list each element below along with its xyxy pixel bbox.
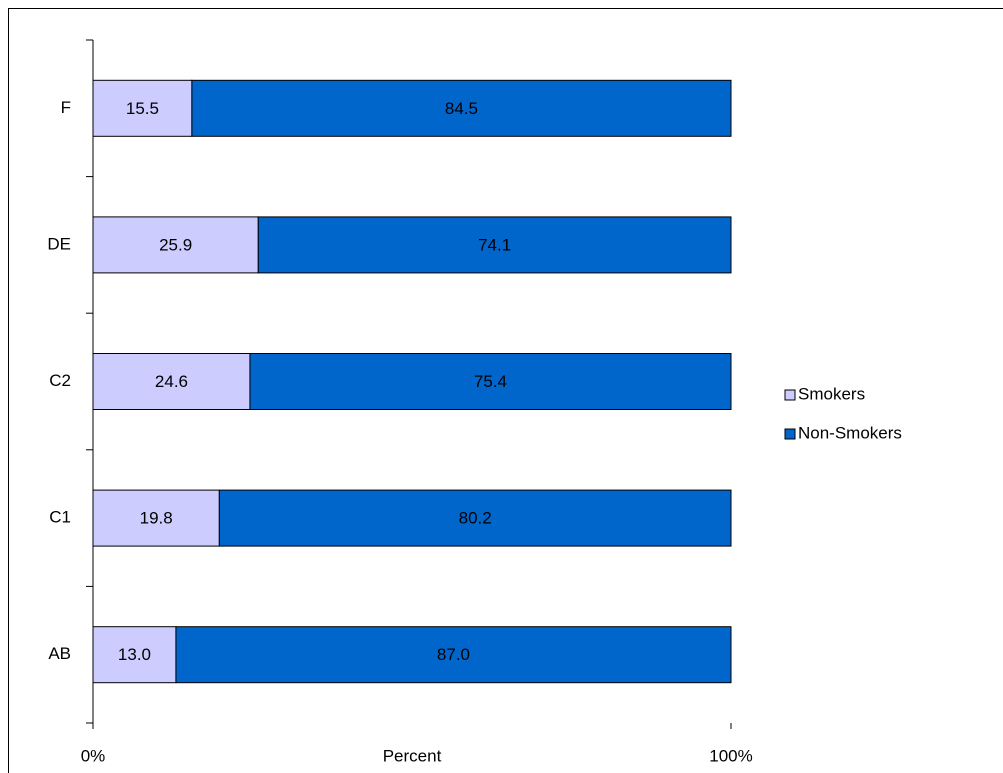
data-label: 15.5 bbox=[126, 99, 159, 118]
bar-segment bbox=[257, 216, 732, 274]
y-tick-label: DE bbox=[47, 234, 71, 253]
x-axis-label: Percent bbox=[383, 746, 442, 765]
bar-segment bbox=[175, 626, 732, 684]
data-label: 19.8 bbox=[140, 509, 173, 528]
data-label: 24.6 bbox=[155, 372, 188, 391]
bar-segment bbox=[92, 489, 220, 547]
x-tick-label: 0% bbox=[81, 746, 106, 765]
bar-segment bbox=[249, 353, 732, 410]
y-tick-label: AB bbox=[48, 644, 71, 663]
y-tick-label: F bbox=[61, 98, 71, 117]
legend-label: Smokers bbox=[798, 384, 865, 403]
bar-segment bbox=[218, 489, 732, 547]
data-label: 87.0 bbox=[437, 645, 470, 664]
data-label: 84.5 bbox=[445, 99, 478, 118]
y-tick-label: C1 bbox=[49, 508, 71, 527]
x-tick-label: 100% bbox=[709, 746, 752, 765]
legend-label: Non-Smokers bbox=[798, 423, 902, 442]
data-label: 74.1 bbox=[478, 235, 511, 254]
bar-segment bbox=[92, 216, 259, 274]
legend-swatch bbox=[784, 389, 796, 401]
data-label: 75.4 bbox=[474, 372, 507, 391]
data-label: 13.0 bbox=[118, 645, 151, 664]
legend-swatch bbox=[784, 428, 796, 440]
y-tick-label: C2 bbox=[49, 371, 71, 390]
data-label: 25.9 bbox=[159, 235, 192, 254]
bar-segment bbox=[191, 79, 732, 137]
bar-segment bbox=[92, 79, 193, 137]
bar-segment bbox=[92, 626, 177, 684]
data-label: 80.2 bbox=[459, 509, 492, 528]
